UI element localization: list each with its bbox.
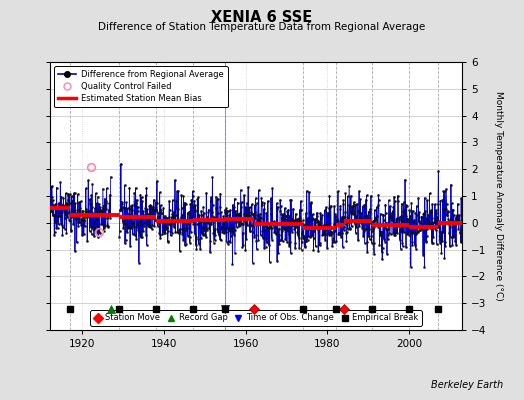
Text: Berkeley Earth: Berkeley Earth	[431, 380, 503, 390]
Text: XENIA 6 SSE: XENIA 6 SSE	[211, 10, 313, 25]
Y-axis label: Monthly Temperature Anomaly Difference (°C): Monthly Temperature Anomaly Difference (…	[494, 91, 503, 301]
Legend: Station Move, Record Gap, Time of Obs. Change, Empirical Break: Station Move, Record Gap, Time of Obs. C…	[90, 310, 422, 326]
Text: Difference of Station Temperature Data from Regional Average: Difference of Station Temperature Data f…	[99, 22, 425, 32]
